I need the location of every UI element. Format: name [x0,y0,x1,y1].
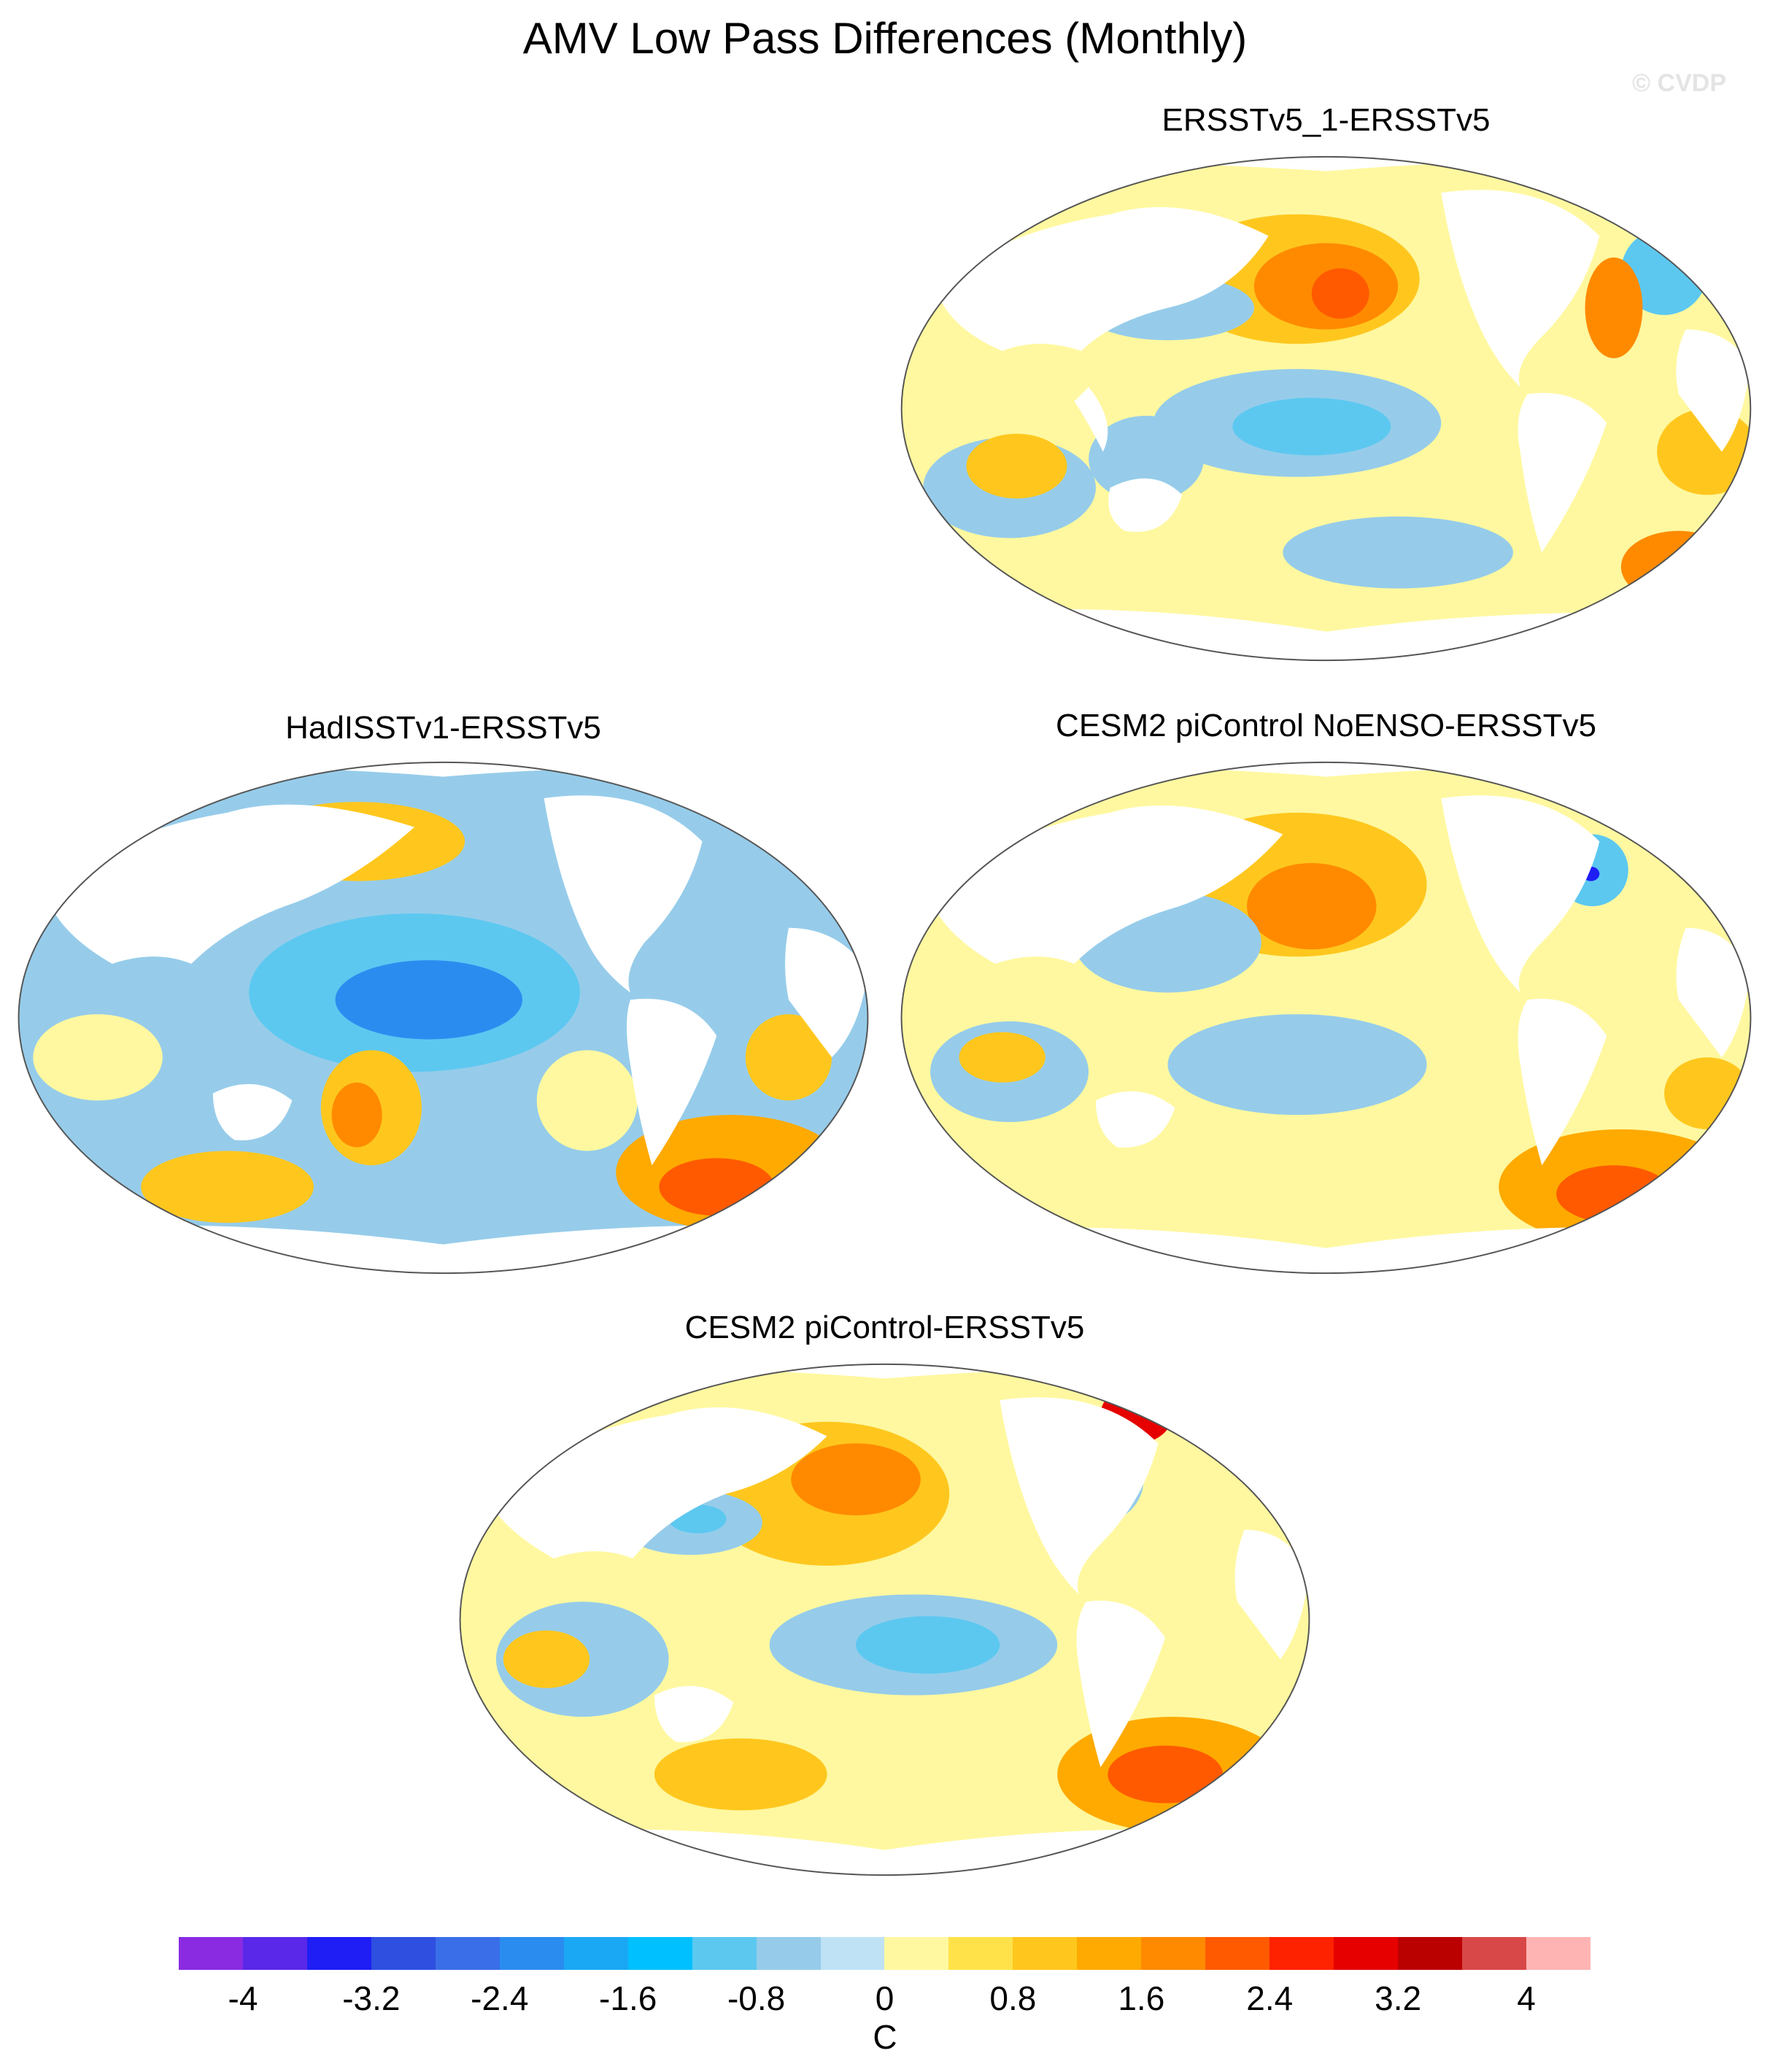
figure-title: AMV Low Pass Differences (Monthly) [522,14,1248,63]
colorbar-tick-label: 3.2 [1375,1979,1422,2017]
colorbar-tick-label: 0 [875,1979,894,2017]
colorbar-tick-label: -1.6 [599,1979,657,2017]
panel-title-cesm2: CESM2 piControl-ERSSTv5 [684,1310,1085,1345]
colorbar-box [820,1937,885,1970]
colorbar-tick-label: -0.8 [727,1979,786,2017]
colorbar-tick-label: 2.4 [1246,1979,1294,2017]
colorbar-box [692,1937,757,1970]
colorbar-unit: C [873,2018,897,2056]
panel-title-hadisstv1: HadISSTv1-ERSSTv5 [285,710,601,746]
colorbar-box [371,1937,436,1970]
colorbar-box [435,1937,500,1970]
colorbar-tick-label: 0.8 [989,1979,1037,2017]
colorbar-box [1462,1937,1527,1970]
panel-title-cesm2-noenso: CESM2 piControl NoENSO-ERSSTv5 [1056,708,1596,743]
colorbar-box [242,1937,307,1970]
colorbar-box [306,1937,371,1970]
colorbar-tick-label: 1.6 [1118,1979,1165,2017]
colorbar-box [1141,1937,1206,1970]
colorbar-box [1526,1937,1591,1970]
colorbar [179,1937,1591,1970]
colorbar-box [1269,1937,1334,1970]
colorbar-box [563,1937,628,1970]
colorbar-box [884,1937,949,1970]
watermark: © CVDP [1632,69,1726,97]
colorbar-box [1205,1937,1270,1970]
colorbar-tick-label: -2.4 [471,1979,529,2017]
colorbar-tick-label: -4 [228,1979,258,2017]
colorbar-box [1013,1937,1078,1970]
colorbar-tick-label: -3.2 [342,1979,401,2017]
colorbar-box [627,1937,692,1970]
colorbar-box [1077,1937,1142,1970]
panel-title-ersstv5-1: ERSSTv5_1-ERSSTv5 [1162,102,1491,138]
colorbar-box [1398,1937,1463,1970]
map-hadisstv1 [18,761,869,1275]
map-cesm2 [459,1363,1310,1876]
colorbar-box [179,1937,243,1970]
map-cesm2-noenso [900,761,1752,1275]
colorbar-tick-label: 4 [1517,1979,1536,2017]
colorbar-box [948,1937,1013,1970]
map-ersstv5-1 [900,155,1752,662]
colorbar-box [499,1937,564,1970]
colorbar-box [756,1937,821,1970]
colorbar-box [1334,1937,1399,1970]
